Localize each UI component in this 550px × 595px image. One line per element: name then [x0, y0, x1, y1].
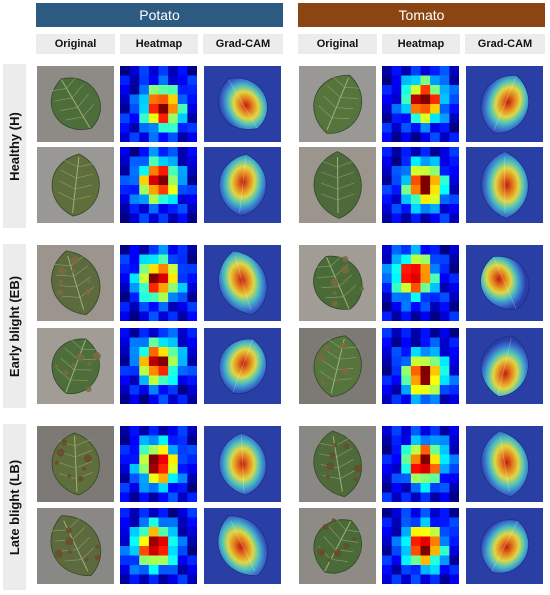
- tomato-late-blight-2-original-image: [299, 508, 376, 584]
- original-graphic: [299, 66, 376, 142]
- original-graphic: [37, 66, 114, 142]
- tomato-healthy-1-gradcam-image: [466, 66, 543, 142]
- original-graphic: [37, 147, 114, 223]
- gradcam-graphic: [204, 508, 281, 584]
- tomato-label: Tomato: [398, 7, 445, 23]
- potato-late-blight-2-heatmap-image: [120, 508, 197, 584]
- heatmap-graphic: [382, 426, 459, 502]
- heatmap-graphic: [120, 147, 197, 223]
- potato-healthy-1-gradcam-image: [204, 66, 281, 142]
- gradcam-graphic: [466, 147, 543, 223]
- tomato-early-blight-2-original-image: [299, 328, 376, 404]
- gradcam-graphic: [466, 328, 543, 404]
- potato-healthy-1-heatmap-image: [120, 66, 197, 142]
- gradcam-graphic: [466, 66, 543, 142]
- potato-early-blight-1-heatmap-image: [120, 245, 197, 321]
- tomato-healthy-2-heatmap-image: [382, 147, 459, 223]
- original-graphic: [299, 328, 376, 404]
- potato-original-header: Original: [36, 34, 115, 54]
- gradcam-graphic: [204, 328, 281, 404]
- potato-late-blight-2-original-image: [37, 508, 114, 584]
- row-label-late-blight: Late blight (LB): [3, 424, 26, 590]
- gradcam-graphic: [204, 147, 281, 223]
- tomato-early-blight-1-gradcam-image: [466, 245, 543, 321]
- gradcam-graphic: [204, 245, 281, 321]
- row-label-early-blight: Early blight (EB): [3, 244, 26, 408]
- gradcam-graphic: [204, 66, 281, 142]
- heatmap-graphic: [120, 328, 197, 404]
- potato-healthy-2-heatmap-image: [120, 147, 197, 223]
- tomato-healthy-2-gradcam-image: [466, 147, 543, 223]
- potato-label: Potato: [139, 7, 180, 23]
- tomato-gradcam-header: Grad-CAM: [465, 34, 545, 54]
- original-graphic: [299, 426, 376, 502]
- potato-late-blight-1-original-image: [37, 426, 114, 502]
- tomato-early-blight-2-gradcam-image: [466, 328, 543, 404]
- tomato-heatmap-header: Heatmap: [382, 34, 460, 54]
- gradcam-graphic: [466, 508, 543, 584]
- gradcam-graphic: [204, 426, 281, 502]
- gradcam-graphic: [466, 245, 543, 321]
- tomato-late-blight-1-original-image: [299, 426, 376, 502]
- tomato-early-blight-1-heatmap-image: [382, 245, 459, 321]
- original-graphic: [299, 508, 376, 584]
- potato-early-blight-1-original-image: [37, 245, 114, 321]
- gradcam-graphic: [466, 426, 543, 502]
- tomato-healthy-2-original-image: [299, 147, 376, 223]
- original-graphic: [37, 508, 114, 584]
- heatmap-graphic: [382, 147, 459, 223]
- tomato-healthy-1-heatmap-image: [382, 66, 459, 142]
- original-graphic: [299, 147, 376, 223]
- original-graphic: [37, 328, 114, 404]
- row-label-healthy: Healthy (H): [3, 64, 26, 228]
- original-graphic: [37, 426, 114, 502]
- heatmap-graphic: [382, 66, 459, 142]
- potato-healthy-2-gradcam-image: [204, 147, 281, 223]
- heatmap-graphic: [382, 508, 459, 584]
- potato-late-blight-2-gradcam-image: [204, 508, 281, 584]
- original-graphic: [37, 245, 114, 321]
- tomato-healthy-1-original-image: [299, 66, 376, 142]
- potato-healthy-2-original-image: [37, 147, 114, 223]
- tomato-late-blight-2-gradcam-image: [466, 508, 543, 584]
- heatmap-graphic: [120, 508, 197, 584]
- potato-late-blight-1-gradcam-image: [204, 426, 281, 502]
- tomato-late-blight-1-heatmap-image: [382, 426, 459, 502]
- tomato-original-header: Original: [298, 34, 377, 54]
- tomato-late-blight-1-gradcam-image: [466, 426, 543, 502]
- heatmap-graphic: [120, 245, 197, 321]
- potato-early-blight-2-original-image: [37, 328, 114, 404]
- potato-early-blight-2-heatmap-image: [120, 328, 197, 404]
- potato-healthy-1-original-image: [37, 66, 114, 142]
- potato-gradcam-header: Grad-CAM: [203, 34, 283, 54]
- original-graphic: [299, 245, 376, 321]
- heatmap-graphic: [382, 245, 459, 321]
- potato-heatmap-header: Heatmap: [120, 34, 198, 54]
- tomato-early-blight-2-heatmap-image: [382, 328, 459, 404]
- potato-late-blight-1-heatmap-image: [120, 426, 197, 502]
- heatmap-graphic: [120, 426, 197, 502]
- heatmap-graphic: [120, 66, 197, 142]
- potato-banner: Potato: [36, 3, 283, 27]
- heatmap-graphic: [382, 328, 459, 404]
- potato-early-blight-1-gradcam-image: [204, 245, 281, 321]
- potato-early-blight-2-gradcam-image: [204, 328, 281, 404]
- tomato-late-blight-2-heatmap-image: [382, 508, 459, 584]
- tomato-early-blight-1-original-image: [299, 245, 376, 321]
- tomato-banner: Tomato: [298, 3, 545, 27]
